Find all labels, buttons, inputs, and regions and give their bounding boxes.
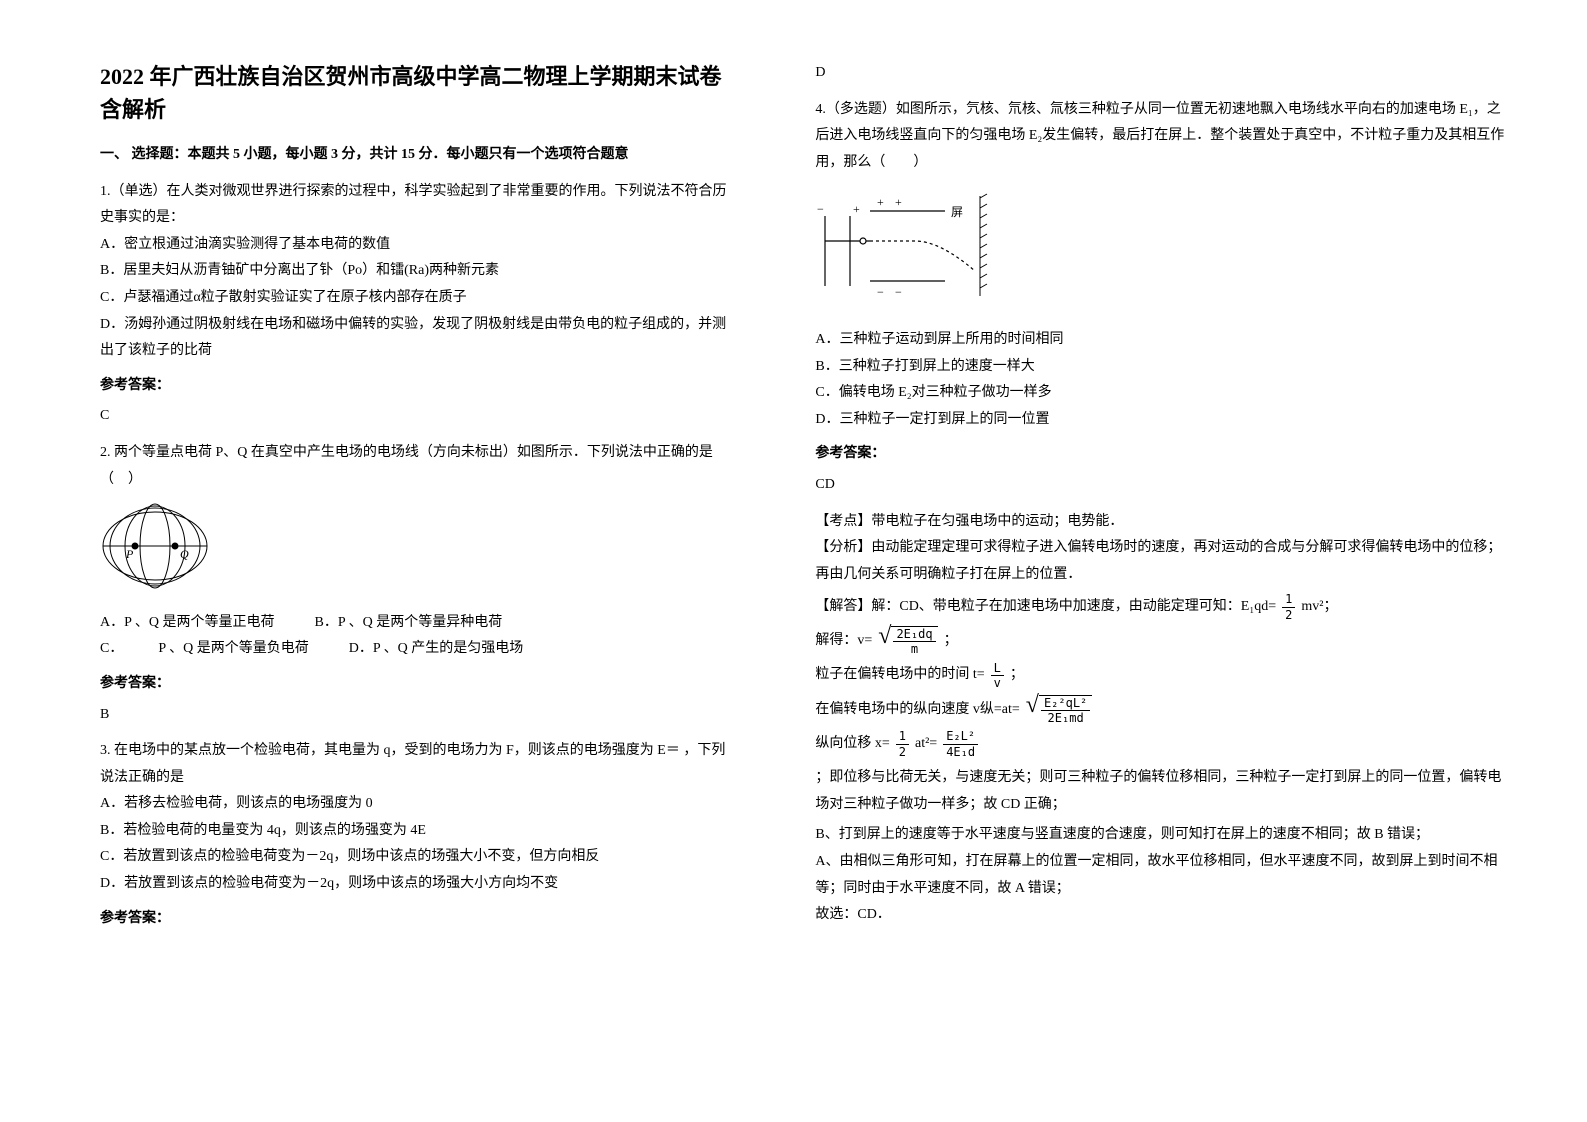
q4-analysis: 【分析】由动能定理定理可求得粒子进入偏转电场时的速度，再对运动的合成与分解可求得… [815, 535, 1507, 588]
half-fraction-2: 1 2 [896, 729, 909, 759]
q3-answer-label: 参考答案： [100, 906, 735, 933]
q4-diagram: + + − − − + 屏 [815, 186, 1507, 317]
q4-answer-label: 参考答案： [815, 441, 1507, 468]
sqrt-vv: √ E₂²qL² 2E₁md [1026, 695, 1093, 726]
q4-plus-top: + [877, 195, 884, 209]
frac-x: E₂L² 4E₁d [943, 729, 978, 759]
q4-option-d: D．三种粒子一定打到屏上的同一位置 [815, 407, 1507, 434]
q1-option-c: C．卢瑟福通过α粒子散射实验证实了在原子核内部存在质子 [100, 285, 735, 312]
frac-Lv: L v [991, 661, 1004, 691]
q4-screen-label: 屏 [951, 205, 963, 219]
q2-answer-label: 参考答案： [100, 671, 735, 698]
section-1-heading: 一、 选择题：本题共 5 小题，每小题 3 分，共计 15 分．每小题只有一个选… [100, 142, 735, 169]
q4-solve-line5: 纵向位移 x= 1 2 at²= E₂L² 4E₁d ；即位移与比荷无关，与速度… [815, 729, 1507, 818]
q1-stem: 1.（单选）在人类对微观世界进行探索的过程中，科学实验起到了非常重要的作用。下列… [100, 179, 735, 232]
q2-answer: B [100, 702, 735, 729]
q2-option-d: D．P 、Q 产生的是匀强电场 [349, 636, 524, 663]
q3-option-c: C．若放置到该点的检验电荷变为－2q，则场中该点的场强大小不变，但方向相反 [100, 844, 735, 871]
q3-answer: D [815, 60, 1507, 87]
q4-final: 故选：CD． [815, 902, 1507, 929]
q4-topic: 【考点】带电粒子在匀强电场中的运动；电势能． [815, 509, 1507, 536]
right-column: D 4.（多选题）如图所示，氕核、氘核、氚核三种粒子从同一位置无初速地飘入电场线… [775, 60, 1507, 1082]
question-1: 1.（单选）在人类对微观世界进行探索的过程中，科学实验起到了非常重要的作用。下列… [100, 179, 735, 430]
q4-stem: 4.（多选题）如图所示，氕核、氘核、氚核三种粒子从同一位置无初速地飘入电场线水平… [815, 97, 1507, 177]
q4-solve2b: ； [944, 628, 958, 655]
q2-option-c: C． P 、Q 是两个等量负电荷 [100, 636, 309, 663]
q4-answer: CD [815, 472, 1507, 499]
q4-option-b: B．三种粒子打到屏上的速度一样大 [815, 354, 1507, 381]
q1-option-b: B．居里夫妇从沥青铀矿中分离出了钋（Po）和镭(Ra)两种新元素 [100, 258, 735, 285]
q4-solve5c: ；即位移与比荷无关，与速度无关；则可三种粒子的偏转位移相同，三种粒子一定打到屏上… [815, 765, 1507, 818]
q2-diagram: P Q [100, 501, 735, 602]
q4-plus-right: + [853, 202, 860, 216]
q4-minus-bot2: − [895, 285, 902, 299]
q2-options-row1: A．P 、Q 是两个等量正电荷 B．P 、Q 是两个等量异种电荷 [100, 610, 735, 637]
left-column: 2022 年广西壮族自治区贺州市高级中学高二物理上学期期末试卷含解析 一、 选择… [100, 60, 775, 1082]
q3-stem: 3. 在电场中的某点放一个检验电荷，其电量为 q，受到的电场力为 F，则该点的电… [100, 738, 735, 791]
q4-plus-top2: + [895, 195, 902, 209]
q3-option-b: B．若检验电荷的电量变为 4q，则该点的场强变为 4E [100, 818, 735, 845]
q2-options-row2: C． P 、Q 是两个等量负电荷 D．P 、Q 产生的是匀强电场 [100, 636, 735, 663]
q2-stem: 2. 两个等量点电荷 P、Q 在真空中产生电场的电场线（方向未标出）如图所示．下… [100, 440, 735, 493]
q4-solve4: 在偏转电场中的纵向速度 v纵=at= [815, 697, 1019, 724]
q1-answer-label: 参考答案： [100, 373, 735, 400]
q4-minus-left: − [817, 202, 824, 216]
q2-diagram-label-p: P [125, 547, 134, 561]
q4-solve-a: A、由相似三角形可知，打在屏幕上的位置一定相同，故水平位移相同，但水平速度不同，… [815, 849, 1507, 902]
q4-option-c: C．偏转电场 E₂对三种粒子做功一样多 [815, 380, 1507, 407]
q2-option-a: A．P 、Q 是两个等量正电荷 [100, 610, 275, 637]
q4-solve5b: at²= [915, 731, 937, 758]
q1-option-a: A．密立根通过油滴实验测得了基本电荷的数值 [100, 232, 735, 259]
q4-solve-line4: 在偏转电场中的纵向速度 v纵=at= √ E₂²qL² 2E₁md [815, 695, 1507, 726]
sqrt-v: √ 2E₁dq m [878, 626, 937, 657]
q4-option-a: A．三种粒子运动到屏上所用的时间相同 [815, 327, 1507, 354]
q4-solve5a: 纵向位移 x= [815, 731, 889, 758]
q4-solve1b: mv²； [1301, 594, 1337, 621]
q4-solve2: 解得：v= [815, 628, 872, 655]
question-4: 4.（多选题）如图所示，氕核、氘核、氚核三种粒子从同一位置无初速地飘入电场线水平… [815, 97, 1507, 929]
q1-answer: C [100, 403, 735, 430]
q3-option-a: A．若移去检验电荷，则该点的电场强度为 0 [100, 791, 735, 818]
question-2: 2. 两个等量点电荷 P、Q 在真空中产生电场的电场线（方向未标出）如图所示．下… [100, 440, 735, 728]
q4-solve3b: ； [1010, 662, 1024, 689]
q4-solve-line1: 【解答】解：CD、带电粒子在加速电场中加速度，由动能定理可知：E₁qd= 1 2… [815, 592, 1507, 622]
q1-option-d: D．汤姆孙通过阴极射线在电场和磁场中偏转的实验，发现了阴极射线是由带负电的粒子组… [100, 312, 735, 365]
q2-diagram-label-q: Q [180, 547, 189, 561]
q2-option-b: B．P 、Q 是两个等量异种电荷 [315, 610, 503, 637]
q4-solve1: 【解答】解：CD、带电粒子在加速电场中加速度，由动能定理可知：E₁qd= [815, 594, 1276, 621]
q4-minus-bot: − [877, 285, 884, 299]
q3-option-d: D．若放置到该点的检验电荷变为－2q，则场中该点的场强大小方向均不变 [100, 871, 735, 898]
q4-solve-line2: 解得：v= √ 2E₁dq m ； [815, 626, 1507, 657]
half-fraction: 1 2 [1282, 592, 1295, 622]
q4-solve3: 粒子在偏转电场中的时间 t= [815, 662, 984, 689]
question-3: 3. 在电场中的某点放一个检验电荷，其电量为 q，受到的电场力为 F，则该点的电… [100, 738, 735, 932]
page-title: 2022 年广西壮族自治区贺州市高级中学高二物理上学期期末试卷含解析 [100, 60, 735, 126]
q4-solve-b: B、打到屏上的速度等于水平速度与竖直速度的合速度，则可知打在屏上的速度不相同；故… [815, 822, 1507, 849]
q4-solve-line3: 粒子在偏转电场中的时间 t= L v ； [815, 661, 1507, 691]
